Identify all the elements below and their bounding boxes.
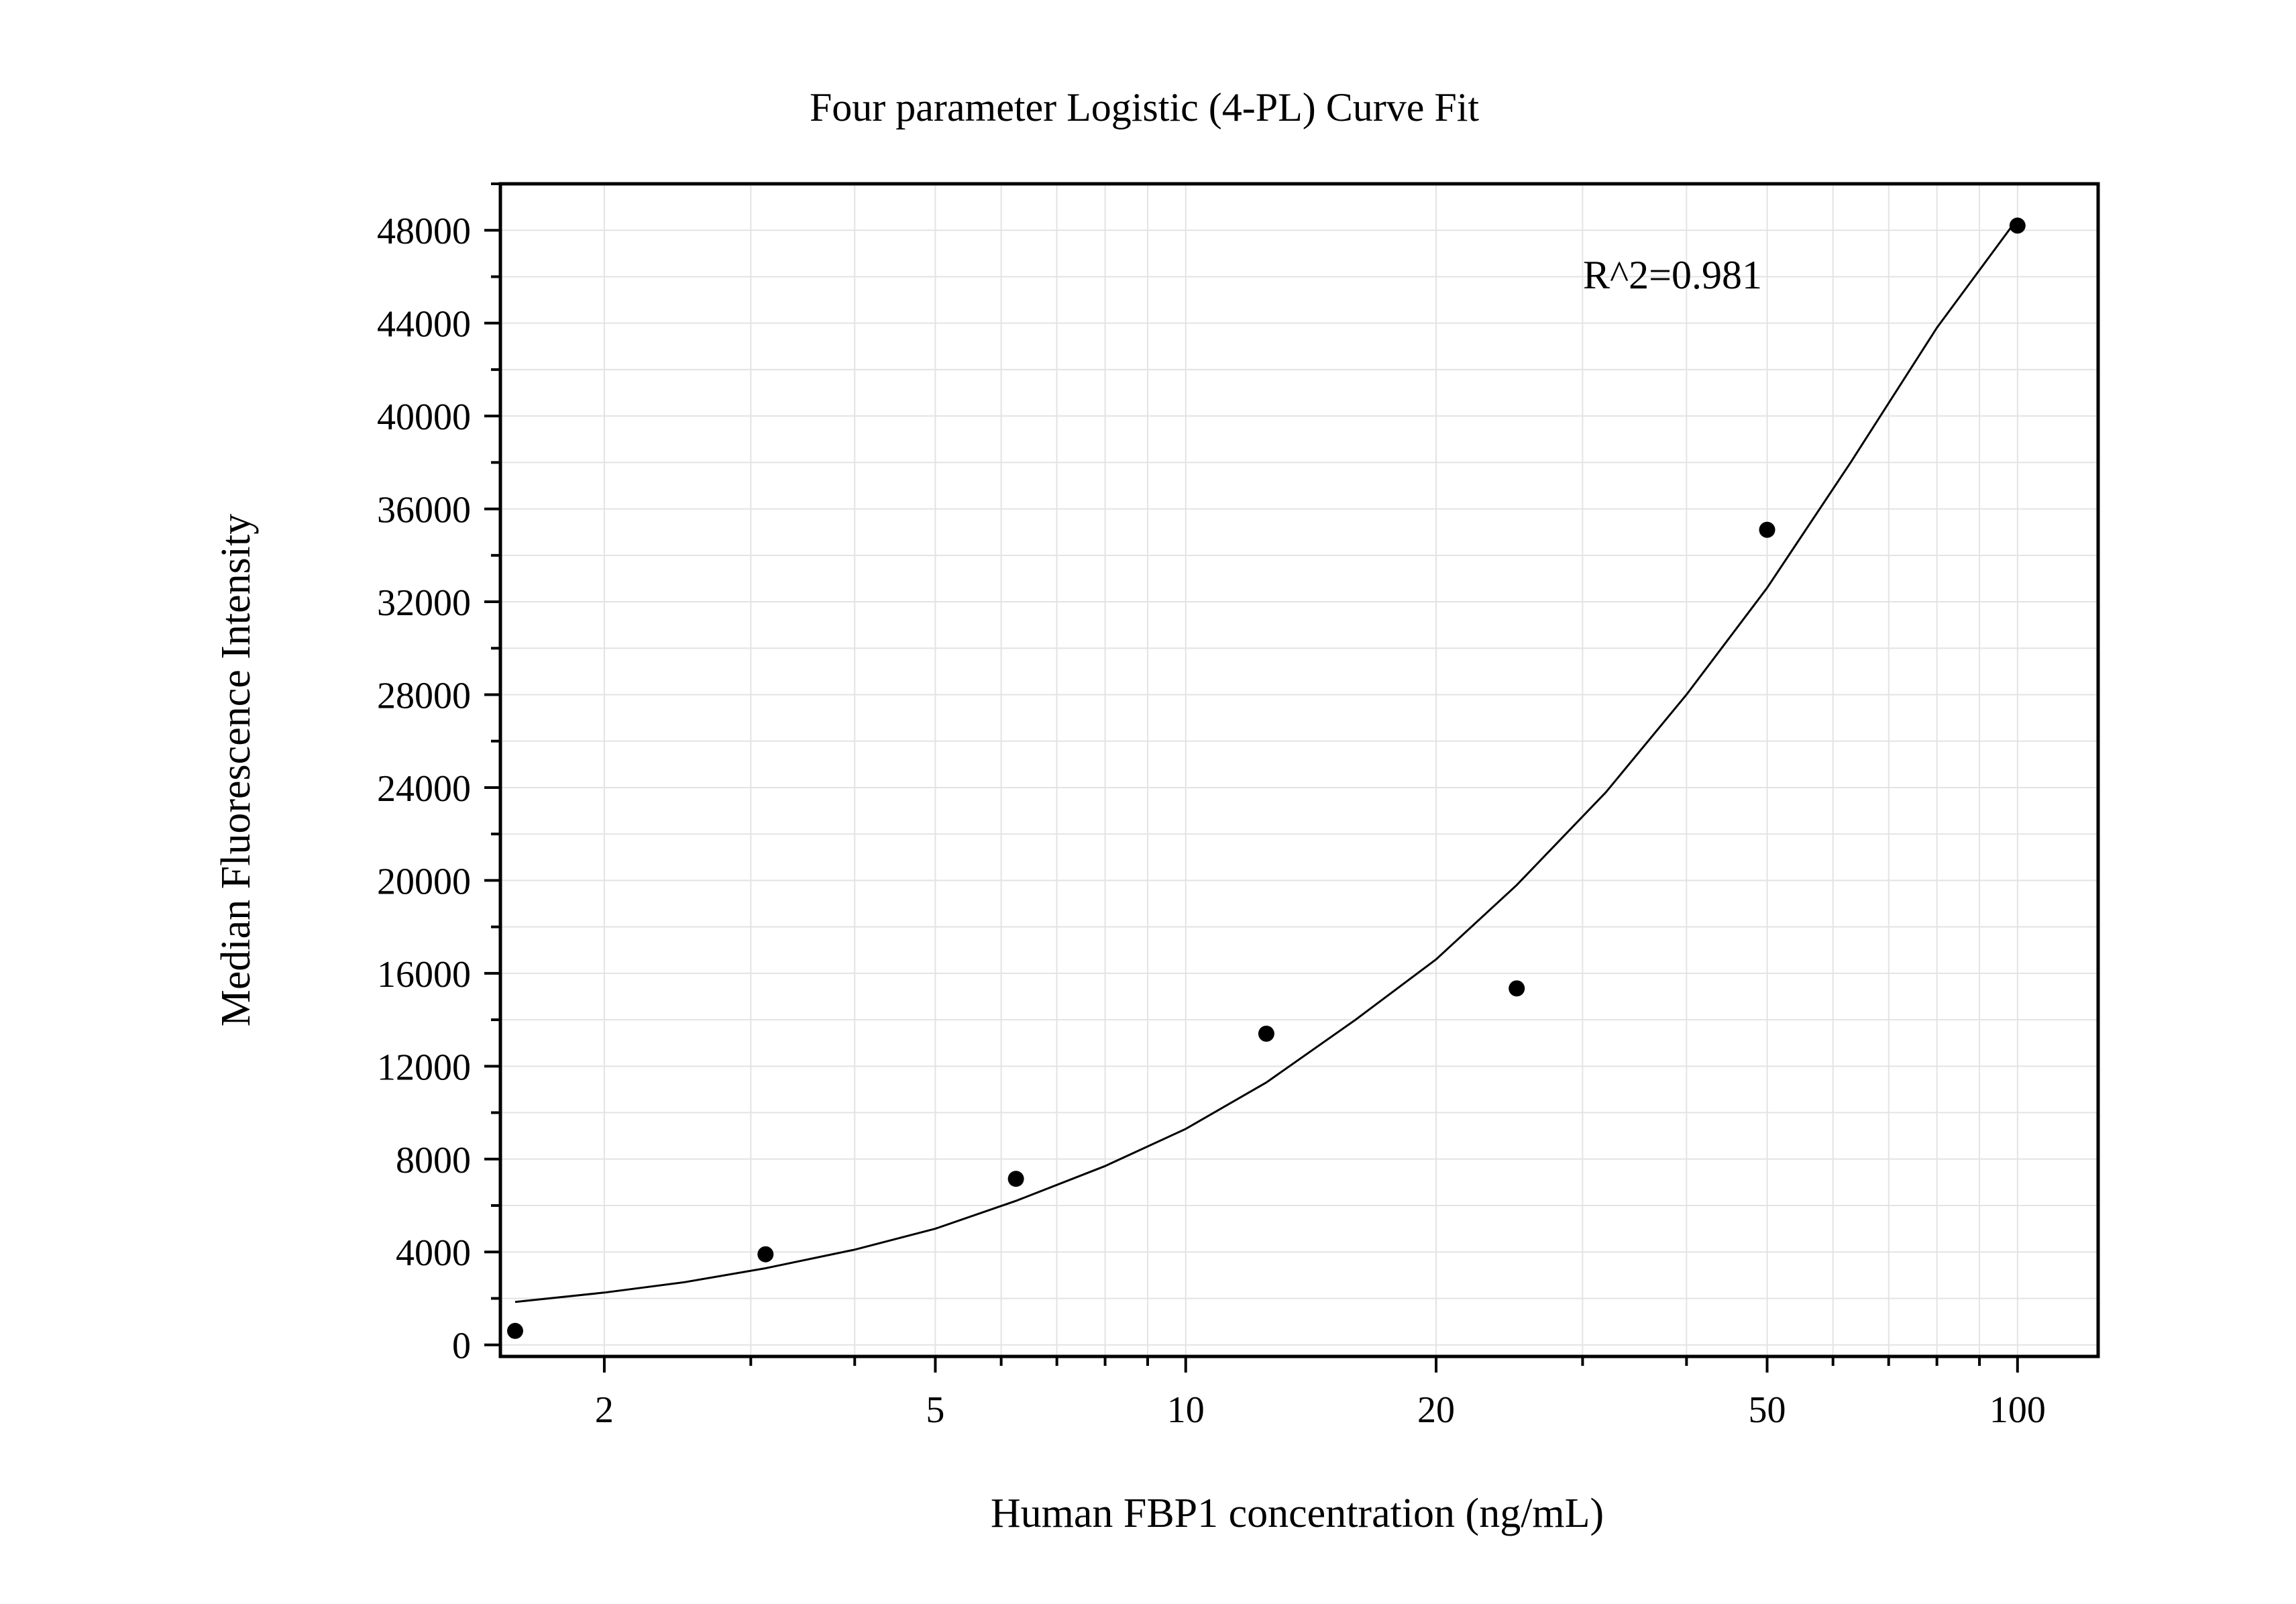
data-point xyxy=(2009,217,2026,234)
x-tick-label: 2 xyxy=(595,1389,614,1431)
x-tick-label: 20 xyxy=(1417,1389,1455,1431)
y-axis-label: Median Fluorescence Intensity xyxy=(213,514,259,1026)
y-tick-label: 40000 xyxy=(377,396,471,438)
x-axis-label: Human FBP1 concentration (ng/mL) xyxy=(991,1491,1604,1536)
x-tick-label: 5 xyxy=(926,1389,944,1431)
x-tick-label: 10 xyxy=(1167,1389,1205,1431)
fit-curve xyxy=(514,218,2019,1303)
fit-curve-layer xyxy=(514,218,2019,1303)
y-tick-label: 16000 xyxy=(377,954,471,996)
data-point xyxy=(757,1246,774,1263)
data-points xyxy=(506,217,2026,1339)
y-tick-label: 48000 xyxy=(377,211,471,252)
y-tick-label: 8000 xyxy=(396,1140,471,1181)
y-tick-label: 36000 xyxy=(377,490,471,531)
y-tick-label: 12000 xyxy=(377,1047,471,1088)
y-tick-label: 24000 xyxy=(377,768,471,810)
data-point xyxy=(506,1322,523,1339)
data-point xyxy=(1509,980,1525,997)
y-tick-label: 44000 xyxy=(377,304,471,345)
axis-ticks: 2 5 10 20 50 100 0 4000 8000 12000 16000 20000 24000… xyxy=(377,182,2046,1431)
x-tick-label: 100 xyxy=(1989,1389,2046,1431)
y-tick-label: 20000 xyxy=(377,861,471,902)
plot-frame xyxy=(498,182,2100,1358)
chart-title: Four parameter Logistic (4-PL) Curve Fit xyxy=(810,85,1479,129)
r-squared-annotation: R^2=0.981 xyxy=(1583,253,1762,297)
data-point xyxy=(1007,1171,1024,1187)
x-tick-label: 50 xyxy=(1749,1389,1786,1431)
data-point xyxy=(1759,521,1775,538)
y-tick-label: 28000 xyxy=(377,676,471,717)
y-tick-label: 4000 xyxy=(396,1232,471,1274)
y-tick-label: 0 xyxy=(452,1326,471,1367)
data-point xyxy=(1258,1025,1274,1042)
y-tick-label: 32000 xyxy=(377,582,471,624)
